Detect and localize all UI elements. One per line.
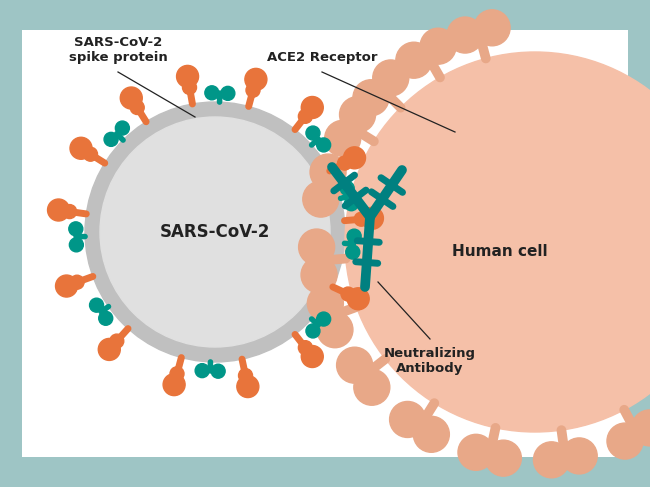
Circle shape bbox=[245, 68, 267, 91]
Circle shape bbox=[632, 410, 650, 446]
Circle shape bbox=[83, 147, 98, 161]
Circle shape bbox=[337, 347, 372, 383]
Text: Human cell: Human cell bbox=[452, 244, 548, 260]
Circle shape bbox=[607, 423, 643, 459]
Circle shape bbox=[420, 28, 456, 64]
Text: Neutralizing
Antibody: Neutralizing Antibody bbox=[384, 347, 476, 375]
Circle shape bbox=[345, 52, 650, 432]
Circle shape bbox=[306, 324, 320, 338]
Circle shape bbox=[341, 287, 355, 301]
Circle shape bbox=[301, 345, 323, 368]
Circle shape bbox=[340, 181, 354, 195]
Circle shape bbox=[307, 285, 343, 321]
Circle shape bbox=[104, 132, 118, 147]
Circle shape bbox=[170, 367, 184, 381]
Circle shape bbox=[99, 311, 112, 325]
Circle shape bbox=[70, 137, 92, 159]
Circle shape bbox=[361, 207, 384, 229]
Circle shape bbox=[100, 117, 330, 347]
Circle shape bbox=[561, 438, 597, 474]
Circle shape bbox=[183, 80, 196, 94]
Circle shape bbox=[372, 60, 409, 96]
Circle shape bbox=[130, 100, 144, 114]
Circle shape bbox=[47, 199, 70, 221]
FancyBboxPatch shape bbox=[22, 30, 628, 457]
Circle shape bbox=[298, 229, 335, 265]
Circle shape bbox=[353, 80, 389, 116]
Circle shape bbox=[85, 102, 345, 362]
Circle shape bbox=[301, 96, 323, 118]
Circle shape bbox=[211, 364, 225, 378]
Circle shape bbox=[70, 238, 83, 252]
Circle shape bbox=[474, 10, 510, 46]
Circle shape bbox=[347, 288, 369, 310]
Circle shape bbox=[120, 87, 142, 109]
Circle shape bbox=[413, 416, 449, 452]
Circle shape bbox=[69, 222, 83, 236]
Circle shape bbox=[55, 275, 77, 297]
Circle shape bbox=[62, 205, 77, 219]
Circle shape bbox=[344, 197, 358, 211]
Circle shape bbox=[306, 126, 320, 140]
Circle shape bbox=[90, 298, 103, 312]
Circle shape bbox=[317, 312, 331, 326]
Circle shape bbox=[239, 369, 252, 383]
Circle shape bbox=[447, 17, 483, 53]
Text: SARS-CoV-2: SARS-CoV-2 bbox=[160, 223, 270, 241]
Circle shape bbox=[317, 138, 331, 152]
Circle shape bbox=[115, 121, 129, 135]
Circle shape bbox=[98, 338, 120, 360]
Circle shape bbox=[205, 86, 219, 100]
Circle shape bbox=[337, 156, 352, 170]
Circle shape bbox=[310, 154, 346, 190]
Circle shape bbox=[354, 369, 390, 405]
Circle shape bbox=[298, 109, 313, 123]
Circle shape bbox=[317, 312, 353, 348]
Circle shape bbox=[70, 275, 84, 289]
Circle shape bbox=[195, 364, 209, 377]
Circle shape bbox=[389, 401, 426, 437]
Circle shape bbox=[343, 147, 365, 169]
Circle shape bbox=[458, 434, 494, 470]
Circle shape bbox=[346, 245, 359, 259]
Circle shape bbox=[246, 83, 260, 97]
Circle shape bbox=[301, 257, 337, 293]
Circle shape bbox=[534, 442, 569, 478]
Circle shape bbox=[354, 212, 369, 226]
Circle shape bbox=[347, 229, 361, 243]
Circle shape bbox=[486, 440, 521, 476]
Text: SARS-CoV-2
spike protein: SARS-CoV-2 spike protein bbox=[69, 36, 168, 64]
Circle shape bbox=[110, 334, 124, 348]
Circle shape bbox=[177, 65, 198, 87]
Circle shape bbox=[303, 181, 339, 217]
Circle shape bbox=[396, 42, 432, 78]
Circle shape bbox=[237, 375, 259, 397]
Circle shape bbox=[325, 120, 361, 156]
Circle shape bbox=[163, 374, 185, 395]
Circle shape bbox=[221, 86, 235, 100]
Circle shape bbox=[339, 96, 376, 132]
Text: ACE2 Receptor: ACE2 Receptor bbox=[266, 51, 377, 64]
Circle shape bbox=[298, 341, 313, 355]
